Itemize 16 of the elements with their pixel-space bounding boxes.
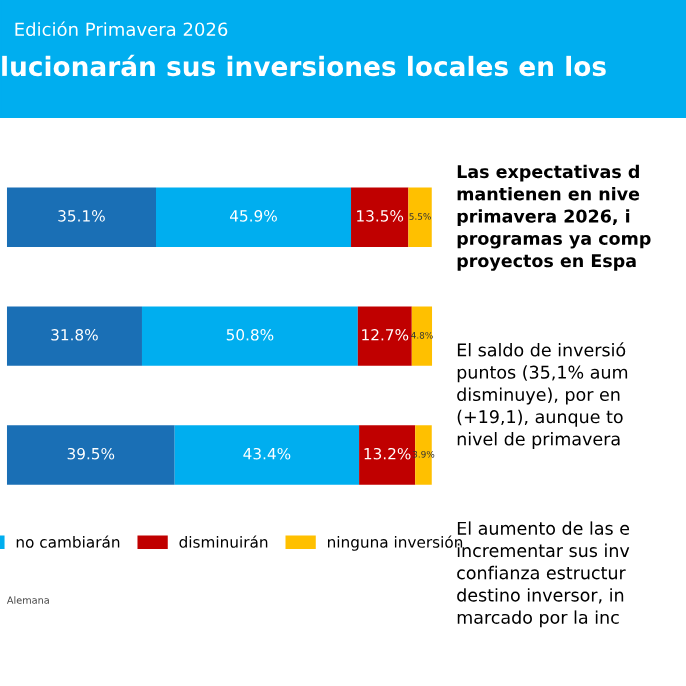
text: El saldo de inversió puntos (35,1% aum disminuye), por en (+19,1), aunque to nivel de primavera: [457, 342, 628, 449]
chart-title: lucionarán sus inversiones locales en los: [2, 54, 606, 77]
bar: [351, 187, 409, 247]
text: Las expectativas d mantienen en nive primavera 2026, i programas ya comp proyectos en Espa: [457, 164, 651, 271]
bar: [415, 425, 432, 485]
chart-subtitle: Edición Primavera 2026: [15, 21, 228, 37]
bar: [408, 187, 432, 247]
bar: [359, 425, 416, 485]
bar: [174, 425, 360, 485]
bar: [156, 187, 352, 247]
bar: [6, 425, 175, 485]
bar: [141, 306, 358, 366]
bar: [6, 187, 156, 247]
bar: [357, 306, 412, 366]
bar: [6, 306, 142, 366]
bar: [411, 306, 433, 366]
